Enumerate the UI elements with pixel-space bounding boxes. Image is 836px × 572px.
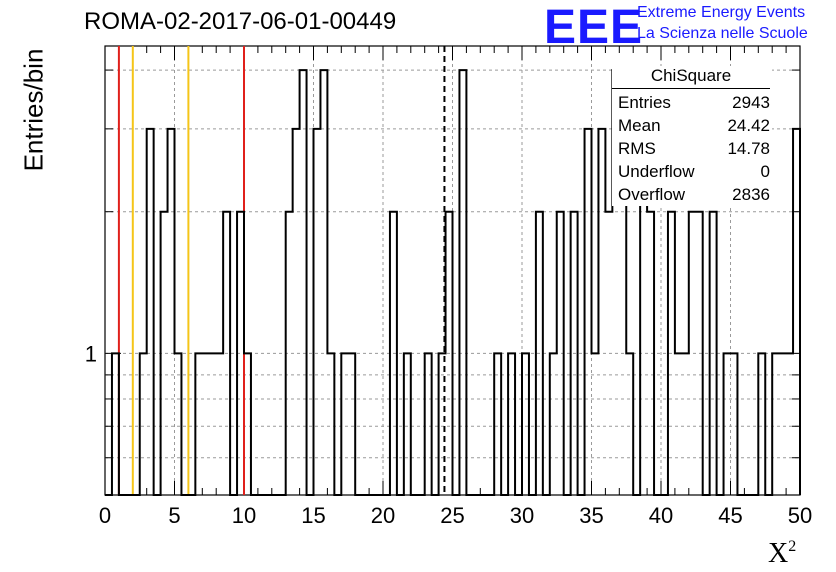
stats-row-mean: Mean 24.42 [618, 116, 770, 135]
stats-title: ChiSquare [612, 66, 770, 89]
x-tick-label: 0 [99, 503, 111, 528]
x-tick-label: 30 [510, 503, 534, 528]
y-axis-label: Entries/bin [18, 48, 49, 172]
run-title: ROMA-02-2017-06-01-00449 [84, 8, 397, 35]
stats-box: ChiSquare Entries 2943 Mean 24.42 RMS 14.78… [612, 66, 772, 206]
stats-row-overflow: Overflow 2836 [618, 185, 770, 204]
axis-ticks [104, 46, 801, 496]
x-tick-label: 15 [301, 503, 325, 528]
eee-logo: EEE [544, 1, 644, 54]
x-tick-label: 25 [440, 503, 464, 528]
x-tick-label: 35 [579, 503, 603, 528]
stats-row-entries: Entries 2943 [618, 93, 770, 112]
logo-subtitle-1: Extreme Energy Events [637, 4, 806, 21]
x-tick-label: 10 [232, 503, 256, 528]
logo-subtitle-2: La Scienza nelle Scuole [637, 25, 808, 42]
tick-labels: 0 5 10 15 20 25 30 35 40 45 50 1 [85, 341, 812, 528]
x-axis-label: X2 [768, 538, 797, 569]
stats-row-rms: RMS 14.78 [618, 139, 770, 158]
annotation-lines [117, 46, 446, 495]
x-tick-label: 5 [168, 503, 180, 528]
x-tick-label: 20 [371, 503, 395, 528]
x-tick-label: 45 [718, 503, 742, 528]
x-tick-label: 40 [649, 503, 673, 528]
y-tick-label: 1 [85, 341, 97, 366]
stats-row-underflow: Underflow 0 [618, 162, 770, 181]
x-tick-label: 50 [788, 503, 812, 528]
histogram-step-line [105, 69, 801, 496]
